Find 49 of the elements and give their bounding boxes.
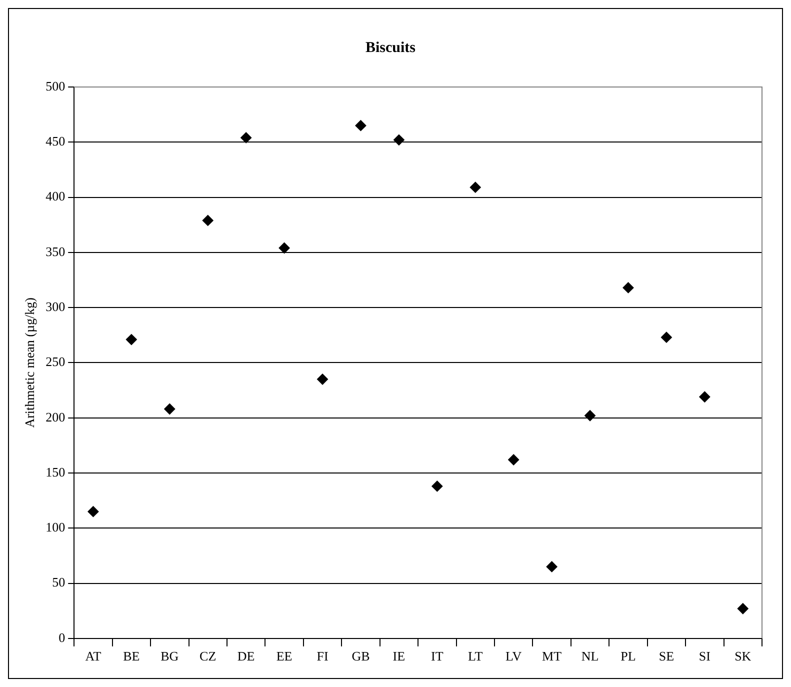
y-tick-label: 250 (46, 354, 66, 370)
y-tick-label: 300 (46, 298, 66, 314)
point (546, 561, 558, 572)
x-tick-label: DE (237, 648, 255, 664)
point (355, 120, 366, 132)
x-tick-label: IT (431, 648, 444, 664)
x-tick-label: BE (123, 648, 140, 664)
point (88, 506, 99, 518)
y-tick-label: 150 (46, 464, 66, 480)
point (240, 132, 252, 144)
y-tick-label: 400 (46, 188, 66, 204)
x-tick-label: GB (352, 648, 370, 664)
point (470, 182, 481, 193)
point (126, 334, 137, 346)
x-tick-label: CZ (200, 648, 216, 664)
y-tick-label: 350 (46, 244, 66, 259)
x-tick-label: LV (506, 648, 522, 664)
x-tick-label: IE (392, 648, 406, 664)
x-tick-label: BG (160, 648, 179, 664)
x-tick-label: LT (468, 648, 483, 664)
y-tick-label: 450 (46, 134, 66, 149)
y-tick-label: 100 (46, 520, 66, 535)
x-tick-label: SK (734, 648, 752, 664)
point (393, 134, 404, 146)
y-tick-label: 200 (46, 409, 66, 424)
point (164, 404, 176, 415)
point (699, 391, 710, 402)
point (317, 374, 328, 385)
point (584, 410, 596, 422)
y-tick-label: 500 (46, 78, 66, 94)
point (660, 332, 672, 343)
x-tick-label: AT (85, 648, 102, 664)
point (508, 454, 520, 466)
y-axis-title: Arithmetic mean (µg/kg) (22, 298, 38, 428)
point (737, 603, 748, 614)
x-tick-label: SE (658, 648, 674, 664)
x-tick-label: PL (620, 648, 636, 664)
x-tick-label: SI (698, 648, 710, 664)
x-tick-label: EE (276, 648, 292, 664)
point (278, 242, 290, 254)
y-tick-label: 0 (58, 630, 66, 645)
point (202, 214, 214, 226)
point (622, 282, 634, 294)
chart-title: Biscuits (365, 40, 416, 56)
x-tick-label: MT (542, 648, 562, 664)
x-tick-label: NL (581, 648, 599, 664)
y-tick-label: 50 (52, 574, 66, 590)
point (432, 480, 443, 492)
x-tick-label: FI (316, 648, 328, 664)
